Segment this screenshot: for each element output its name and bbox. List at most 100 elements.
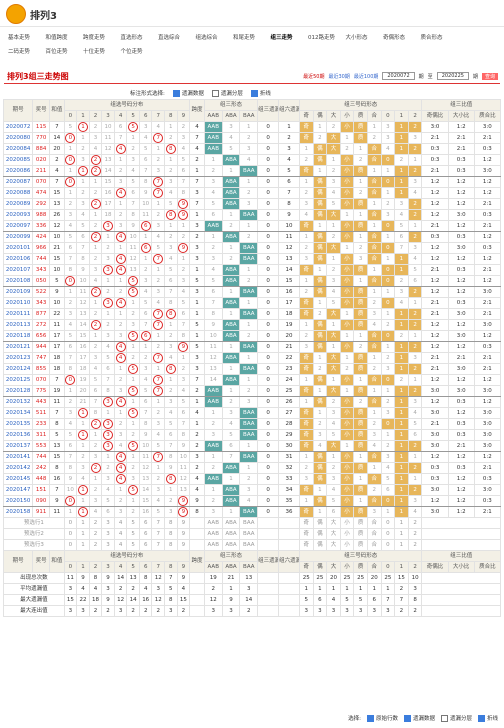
- nav-link[interactable]: 组选综合: [195, 35, 218, 41]
- form-cell: 3: [380, 451, 396, 463]
- stat: 14: [239, 594, 259, 606]
- stat: 9: [221, 594, 241, 606]
- shape-cell: ABA: [221, 275, 241, 287]
- omission: 6: [138, 154, 153, 166]
- preselect-cell: BAA: [239, 539, 259, 551]
- checkbox[interactable]: [172, 90, 180, 97]
- nav-link[interactable]: 质合形态: [420, 35, 443, 41]
- stat: 9: [76, 572, 90, 584]
- preselect-cell: 1: [394, 539, 409, 551]
- cell: 3:0: [421, 440, 449, 452]
- form-cell: 2: [366, 132, 382, 144]
- nav-link[interactable]: 百位走势: [45, 49, 68, 55]
- cell: 31: [278, 451, 300, 463]
- form-cell: 7: [394, 242, 409, 254]
- form-cell: 2: [353, 341, 368, 353]
- omission: 1: [113, 484, 128, 496]
- checkbox[interactable]: [211, 90, 219, 97]
- stats-row: 最大遗漏值 15 22 18 9 12 14 16 12 8 15 12 9 14 5 6 4 5 5 6 7 7 8: [3, 594, 501, 606]
- checkbox-item[interactable]: 遗漏分层: [440, 714, 472, 722]
- checkbox[interactable]: [440, 715, 448, 722]
- award-number: 272: [32, 319, 50, 331]
- form-cell: 3: [298, 198, 314, 210]
- checkbox[interactable]: [366, 715, 374, 722]
- form-cell: 合: [366, 495, 382, 507]
- digit-ball: 4: [115, 397, 126, 407]
- from-input[interactable]: 2020072: [382, 72, 415, 80]
- checkbox-item[interactable]: 遗漏数据: [403, 714, 435, 722]
- nav-link[interactable]: 大小形态: [345, 35, 368, 41]
- omission: 8: [164, 451, 178, 463]
- form-cell: 2: [407, 484, 423, 496]
- checkbox[interactable]: [250, 90, 258, 97]
- award-number: 474: [32, 187, 50, 199]
- digit-ball: 7: [153, 309, 164, 319]
- nav-link[interactable]: 直选综合: [158, 35, 181, 41]
- shape-cell: ABA: [221, 198, 241, 210]
- shape-cell: BAA: [239, 506, 259, 518]
- digit-hit: 5: [126, 275, 140, 287]
- omission: 17: [76, 352, 90, 364]
- stat: 3: [239, 583, 259, 595]
- preselect-row: 预选行1 0 1 2 3 4 5 6 7 8 9 AAB ABA BAA 奇偶大小质合 0 1 2: [3, 517, 501, 529]
- nav-link[interactable]: 奇偶形态: [383, 35, 406, 41]
- cell: 3:0: [447, 363, 475, 375]
- cell: 2:1: [473, 297, 502, 309]
- digit-ball: 8: [165, 474, 176, 484]
- checkbox-item[interactable]: 遗漏分层: [211, 89, 243, 97]
- preselect-cell: 3: [101, 528, 115, 540]
- omission: 4: [126, 165, 140, 177]
- award-number: 233: [32, 418, 50, 430]
- checkbox-item[interactable]: 折线: [477, 714, 498, 722]
- nav-link[interactable]: 跨度走势: [83, 35, 106, 41]
- nav-link[interactable]: 基本走势: [8, 35, 31, 41]
- to-input[interactable]: 2020225: [436, 72, 469, 80]
- stat: 4: [176, 583, 191, 595]
- omission: 1: [88, 209, 103, 221]
- preselect-cell: 2: [407, 539, 423, 551]
- omission: 12: [101, 143, 115, 155]
- stat: 15: [176, 594, 191, 606]
- issue: 2020124: [2, 363, 34, 375]
- nav-link[interactable]: 和值跨度: [45, 35, 68, 41]
- form-cell: 奇: [298, 484, 314, 496]
- shape-cell: 2: [239, 132, 259, 144]
- checkbox[interactable]: [403, 715, 411, 722]
- form-cell: 1: [366, 220, 382, 232]
- preselect-cell: 1: [394, 528, 409, 540]
- form-cell: 小: [339, 198, 355, 210]
- nav-link[interactable]: 十位走势: [83, 49, 106, 55]
- cell: 7: [49, 374, 65, 386]
- nav-link[interactable]: 直选形态: [120, 35, 143, 41]
- nav-link[interactable]: 012路走势: [308, 35, 335, 41]
- nav-link[interactable]: 和尾走势: [233, 35, 256, 41]
- nav-link[interactable]: 个位走势: [120, 49, 143, 55]
- checkbox[interactable]: [477, 715, 485, 722]
- digit-hit: 4: [113, 396, 128, 408]
- query-button[interactable]: 查询: [481, 72, 498, 80]
- cell: [257, 539, 280, 551]
- checkbox-item[interactable]: 原始行数: [366, 714, 398, 722]
- data-row: 2020108 050 5 0 10 4 1 1 5 3 2 6 3 5 5 ABA 2 0 15 1 偶 3 小 1 合 0 2 6…: [2, 275, 502, 287]
- stat: 20: [326, 572, 341, 584]
- digit-hit: 5: [126, 407, 140, 419]
- header-row: 期号 奖号 和值 组选号码分布 跨度 组三形态 组三遗漏 组六遗漏 组三号码形态 组三比值: [2, 550, 501, 573]
- nav-link[interactable]: 组三走势: [270, 35, 293, 41]
- omission: 2: [113, 374, 128, 386]
- nav-link[interactable]: 二码走势: [8, 49, 31, 55]
- form-cell: 1: [298, 319, 314, 331]
- digit-ball: 6: [140, 221, 151, 231]
- recent-link[interactable]: 最近30期: [328, 73, 350, 80]
- checkbox-item[interactable]: 遗漏数据: [172, 89, 204, 97]
- omission: 2: [151, 407, 165, 419]
- cell: 0:3: [473, 495, 502, 507]
- form-cell: 小: [339, 187, 355, 199]
- recent-link[interactable]: 最近50期: [303, 73, 325, 80]
- omission: 5: [164, 264, 178, 276]
- data-row: 2020118 656 17 5 15 1 3 3 5 6 1 2 8 1 10 ABA 2 0 20 2 偶大 1 1 合 0…: [2, 330, 502, 342]
- recent-link[interactable]: 最近100期: [353, 73, 379, 80]
- form-cell: 0: [380, 275, 396, 287]
- checkbox-item[interactable]: 折线: [250, 89, 271, 97]
- preselect-cell: AAB: [203, 528, 223, 540]
- omission: 13: [138, 473, 153, 485]
